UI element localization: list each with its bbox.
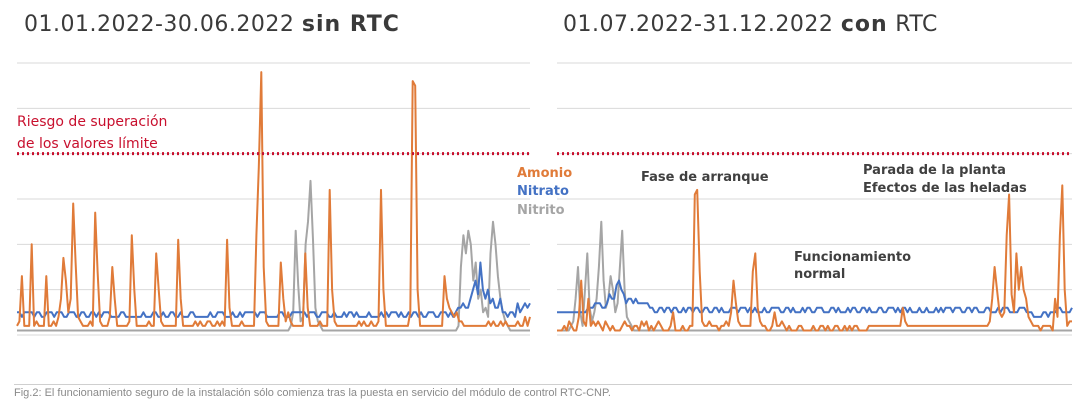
panel-title-right: 01.07.2022-31.12.2022 con RTC (563, 12, 938, 37)
startup-annotation: Fase de arranque (641, 170, 769, 185)
risk-annotation-line1: Riesgo de superación (17, 114, 167, 130)
stop-annotation-line2: Efectos de las heladas (863, 181, 1027, 196)
series-layer (16, 71, 1073, 332)
stop-annotation-line1: Parada de la planta (863, 163, 1006, 178)
normal-annotation-line1: Funcionamiento (794, 250, 911, 265)
grid-layer (17, 62, 1072, 336)
series-line-amonio-con-rtc (557, 184, 1072, 332)
risk-annotation-line2: de los valores límite (17, 136, 158, 152)
title-right-dates: 01.07.2022-31.12.2022 (563, 12, 834, 37)
series-line-amonio-sin-rtc (16, 71, 531, 327)
legend-amonio: Amonio (517, 166, 572, 181)
series-line-nitrito-sin-rtc (17, 179, 530, 332)
title-right-mode: con (840, 12, 888, 37)
chart-svg: Riesgo de superación de los valores lími… (16, 62, 1073, 336)
caption-divider (14, 384, 1072, 385)
title-right-suffix: RTC (895, 12, 938, 37)
legend-nitrito: Nitrito (517, 203, 565, 218)
panel-title-left: 01.01.2022-30.06.2022 sin RTC (24, 12, 400, 37)
legend-nitrato: Nitrato (517, 184, 569, 199)
title-left-dates: 01.01.2022-30.06.2022 (24, 12, 295, 37)
series-line-nitrato-con-rtc (557, 279, 1073, 318)
series-line-nitrato-sin-rtc (17, 261, 531, 318)
figure-caption: Fig.2: El funcionamiento seguro de la in… (14, 387, 611, 399)
title-left-mode: sin RTC (301, 12, 400, 37)
normal-annotation-line2: normal (794, 267, 845, 282)
series-line-nitrito-con-rtc (557, 220, 1072, 332)
